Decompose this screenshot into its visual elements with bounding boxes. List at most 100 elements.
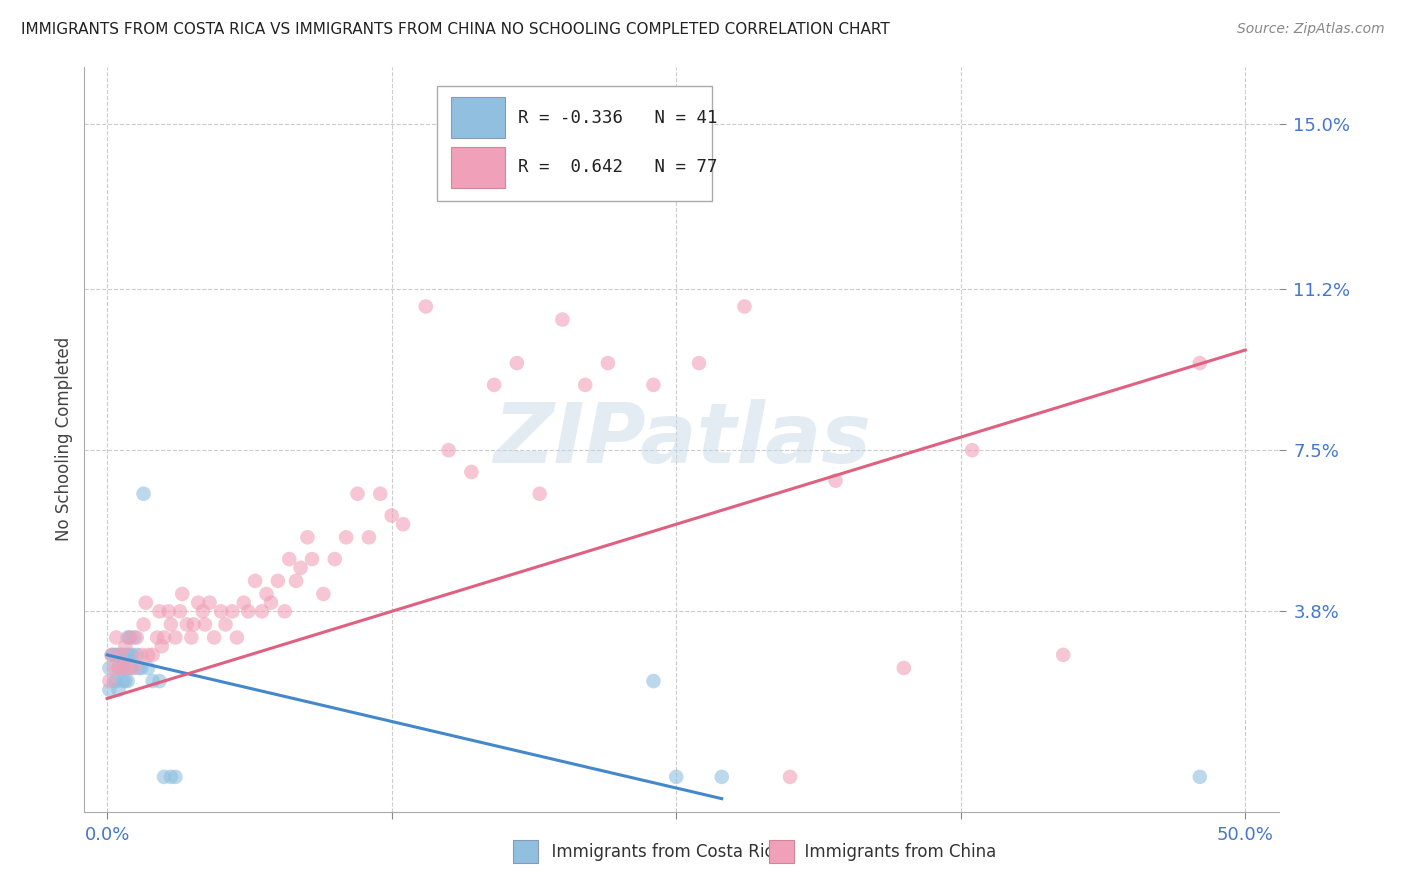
Point [301,552,323,566]
Point [368,487,391,501]
Point [148,604,170,618]
Point [260,596,283,610]
Point [112,648,135,662]
Point [118,661,141,675]
Point [117,674,139,689]
Point [198,596,221,610]
Point [132,617,155,632]
Point [135,596,157,610]
Point [117,631,139,645]
Point [165,770,187,784]
Point [506,356,529,370]
Point [132,487,155,501]
Point [893,661,915,675]
Point [125,648,148,662]
Point [114,674,136,689]
Point [960,443,983,458]
Bar [437,86,711,201]
Bar [451,146,505,187]
Point [107,648,129,662]
Point [643,674,665,689]
Point [273,604,295,618]
Point [136,648,159,662]
Point [153,770,176,784]
Point [112,661,135,675]
Point [110,661,132,675]
Point [191,604,214,618]
Point [297,530,319,544]
Point [574,377,596,392]
Point [105,674,128,689]
Point [112,674,135,689]
Point [392,517,415,532]
Point [124,661,146,675]
Text: IMMIGRANTS FROM COSTA RICA VS IMMIGRANTS FROM CHINA NO SCHOOLING COMPLETED CORRE: IMMIGRANTS FROM COSTA RICA VS IMMIGRANTS… [21,22,890,37]
Text: R = -0.336   N = 41: R = -0.336 N = 41 [519,109,717,127]
Point [165,631,187,645]
Point [183,617,205,632]
Point [107,661,129,675]
Point [415,300,437,314]
Text: ZIPatlas: ZIPatlas [494,399,870,480]
Point [160,617,183,632]
Point [169,604,191,618]
Point [209,604,232,618]
Point [267,574,290,588]
Point [105,631,128,645]
Point [98,674,121,689]
Point [232,596,254,610]
Point [312,587,335,601]
Point [124,631,146,645]
Point [121,648,143,662]
Point [112,661,135,675]
Point [98,661,121,675]
Point [529,487,551,501]
Point [172,587,194,601]
Point [98,682,121,697]
Point [176,617,198,632]
Point [357,530,380,544]
Point [107,661,129,675]
Point [710,770,733,784]
Point [437,443,460,458]
Point [225,631,247,645]
Point [381,508,404,523]
Point [250,604,273,618]
Point [118,631,141,645]
Point [734,300,756,314]
Point [146,631,169,645]
Point [117,661,139,675]
Point [256,587,278,601]
Point [688,356,710,370]
Point [117,648,139,662]
Point [103,648,125,662]
Point [335,530,357,544]
Point [323,552,346,566]
Point [110,648,132,662]
Bar [451,96,505,137]
Point [243,574,266,588]
Point [128,661,150,675]
Point [160,770,183,784]
Point [125,631,148,645]
Point [121,661,143,675]
Point [114,661,136,675]
Point [285,574,308,588]
Point [1052,648,1074,662]
Point [278,552,301,566]
Point [118,631,141,645]
Point [103,674,125,689]
Point [153,631,176,645]
Point [110,648,132,662]
Point [150,639,173,653]
Point [100,648,122,662]
Point [779,770,801,784]
Point [460,465,482,479]
Point [103,661,125,675]
Point [114,639,136,653]
Point [643,377,665,392]
Point [105,648,128,662]
Text: Immigrants from Costa Rica: Immigrants from Costa Rica [541,843,785,861]
Point [142,674,165,689]
Point [129,661,152,675]
